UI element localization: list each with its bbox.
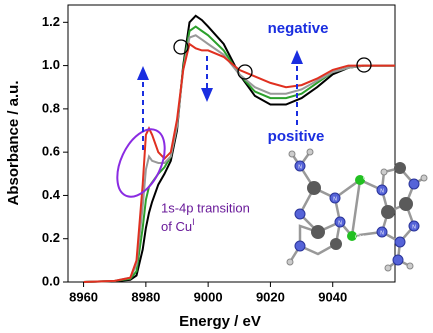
data-line [83, 25, 395, 283]
x-tick-label: 9020 [256, 289, 285, 304]
atom-label: N [333, 196, 337, 202]
y-tick-label: 1.0 [42, 57, 60, 72]
y-tick-label: 1.2 [42, 14, 60, 29]
plot-frame [67, 4, 396, 283]
data-line [83, 34, 395, 283]
annotation-transition: of CuI [161, 217, 195, 234]
atom-label: N [412, 224, 416, 230]
atom-label: N [380, 188, 384, 194]
molecule: N N N N N N Cu Cu [286, 148, 428, 272]
annotation-negative: negative [268, 20, 329, 37]
annotation-text: of Cu [161, 219, 192, 234]
arrows [142, 56, 298, 150]
y-tick-label: 0.8 [42, 100, 60, 115]
arrowheads [137, 50, 303, 102]
x-tick-label: 9000 [194, 289, 223, 304]
atom-label: Cu [363, 175, 372, 182]
atom-label: N [338, 220, 342, 226]
annotation-superscript: I [192, 217, 195, 227]
annotation-positive: positive [268, 128, 325, 145]
arrowhead [137, 66, 149, 80]
arrowhead [201, 88, 213, 102]
data-line [83, 14, 395, 283]
x-axis-label: Energy / eV [179, 313, 261, 330]
highlight-ellipse [116, 128, 166, 198]
cu-atom [355, 175, 365, 185]
y-tick-label: 0.4 [42, 187, 61, 202]
plot-area [83, 14, 395, 283]
x-tick-label: 8980 [131, 289, 160, 304]
data-line [83, 42, 395, 283]
y-tick-label: 0.6 [42, 144, 60, 159]
y-tick-label: 0.2 [42, 230, 60, 245]
atom-label: N [298, 164, 302, 170]
y-axis-label: Absorbance / a.u. [5, 80, 22, 205]
cu-atom [347, 231, 357, 241]
atom-label: N [380, 230, 384, 236]
x-tick-label: 9040 [318, 289, 347, 304]
isosbestic-circle [356, 57, 372, 73]
annotation-transition: 1s-4p transition [161, 200, 250, 215]
isosbestic-circle [173, 39, 189, 55]
atom-label: Cu [355, 234, 364, 241]
arrowhead [291, 50, 303, 64]
isosbestic-circle [237, 64, 253, 80]
x-tick-label: 8960 [69, 289, 98, 304]
y-tick-label: 0.0 [42, 273, 60, 288]
